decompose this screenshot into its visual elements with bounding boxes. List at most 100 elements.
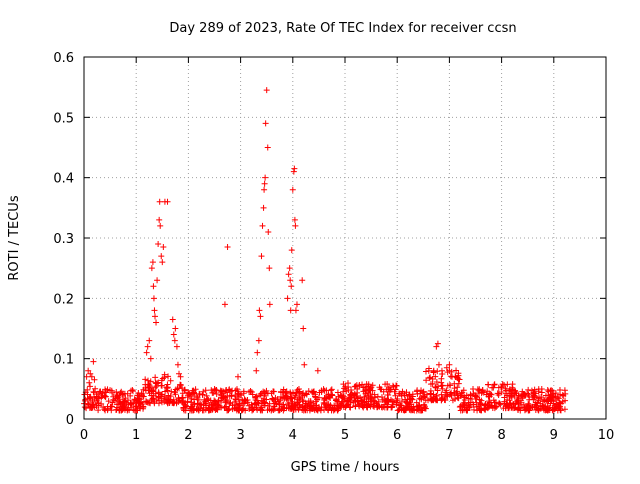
data-point-background: [393, 397, 400, 404]
data-point-background: [229, 387, 236, 394]
y-tick: 0.4: [53, 172, 606, 187]
data-point-background: [463, 392, 470, 399]
data-point-background: [498, 384, 505, 391]
data-point-background: [414, 403, 421, 410]
data-point-background: [382, 381, 389, 388]
data-point-background: [555, 403, 562, 410]
data-point-background: [294, 396, 301, 403]
data-point-background: [253, 393, 260, 400]
data-point: [287, 307, 294, 314]
y-axis-ticks: 0 0.1 0.2 0.3 0.4 0.5 0.6: [53, 51, 606, 428]
data-point-background: [328, 391, 335, 398]
data-point-background: [459, 389, 466, 396]
data-point-background: [199, 391, 206, 398]
data-point: [150, 283, 157, 290]
data-point-background: [418, 387, 425, 394]
data-point-background: [287, 389, 294, 396]
data-point-background: [434, 387, 441, 394]
data-point-background: [131, 396, 138, 403]
data-point-background: [537, 400, 544, 407]
data-point-background: [432, 373, 439, 380]
data-point-background: [226, 400, 233, 407]
data-point: [266, 265, 273, 272]
data-point-background: [146, 390, 153, 397]
data-point: [261, 180, 268, 187]
data-point-background: [528, 387, 535, 394]
data-point-background: [538, 389, 545, 396]
data-point-background: [369, 382, 376, 389]
data-point-background: [509, 386, 516, 393]
data-point-background: [515, 406, 522, 413]
data-point-background: [384, 397, 391, 404]
data-point-background: [531, 392, 538, 399]
data-point-background: [443, 392, 450, 399]
data-point-background: [185, 389, 192, 396]
data-point-background: [482, 400, 489, 407]
data-point-background: [117, 389, 124, 396]
data-point-background: [409, 396, 416, 403]
data-point-background: [297, 393, 304, 400]
data-point-background: [212, 401, 219, 408]
data-point-background: [354, 398, 361, 405]
data-point-background: [388, 404, 395, 411]
data-point-background: [485, 404, 492, 411]
data-point-background: [119, 396, 126, 403]
data-point-background: [497, 401, 504, 408]
data-point-background: [415, 403, 422, 410]
data-point: [144, 343, 151, 350]
data-point-background: [202, 400, 209, 407]
data-point-background: [275, 398, 282, 405]
data-point-background: [423, 377, 430, 384]
data-point: [87, 370, 94, 377]
x-tick: 10: [598, 57, 614, 443]
data-point-background: [155, 379, 162, 386]
data-point: [266, 301, 273, 308]
grid: [84, 57, 606, 419]
data-point-background: [397, 402, 404, 409]
data-point-background: [82, 396, 89, 403]
data-point: [85, 367, 92, 374]
data-point-background: [542, 392, 549, 399]
data-point-background: [248, 401, 255, 408]
data-point-background: [427, 381, 434, 388]
data-point-background: [299, 397, 306, 404]
data-point: [292, 222, 299, 229]
data-point-background: [455, 376, 462, 383]
data-point-background: [242, 407, 249, 414]
data-point: [171, 337, 178, 344]
data-point-background: [247, 387, 254, 394]
data-point-background: [323, 404, 330, 411]
data-point: [173, 343, 180, 350]
data-point-background: [355, 402, 362, 409]
data-point-background: [149, 395, 156, 402]
data-point: [433, 343, 440, 350]
data-point-background: [202, 387, 209, 394]
data-point: [289, 186, 296, 193]
data-point-background: [113, 401, 120, 408]
data-point-background: [95, 407, 102, 414]
y-tick-label: 0.6: [53, 51, 74, 66]
data-point-background: [167, 377, 174, 384]
data-point-background: [218, 394, 225, 401]
data-point-background: [485, 398, 492, 405]
y-tick-label: 0.1: [53, 353, 74, 368]
data-point-background: [495, 391, 502, 398]
data-point-background: [459, 403, 466, 410]
data-point-background: [129, 388, 136, 395]
data-point-background: [447, 382, 454, 389]
data-point: [224, 244, 231, 251]
data-point-background: [465, 402, 472, 409]
y-tick: 0.3: [53, 232, 606, 247]
data-point-background: [477, 401, 484, 408]
data-point-background: [404, 400, 411, 407]
data-point-background: [153, 383, 160, 390]
data-point-background: [269, 406, 276, 413]
data-point-background: [127, 392, 134, 399]
data-point-background: [357, 394, 364, 401]
data-point: [150, 295, 157, 302]
x-tick-label: 7: [445, 428, 453, 443]
data-point-background: [181, 387, 188, 394]
data-point-background: [387, 386, 394, 393]
data-point-background: [559, 398, 566, 405]
data-point-background: [257, 407, 264, 414]
